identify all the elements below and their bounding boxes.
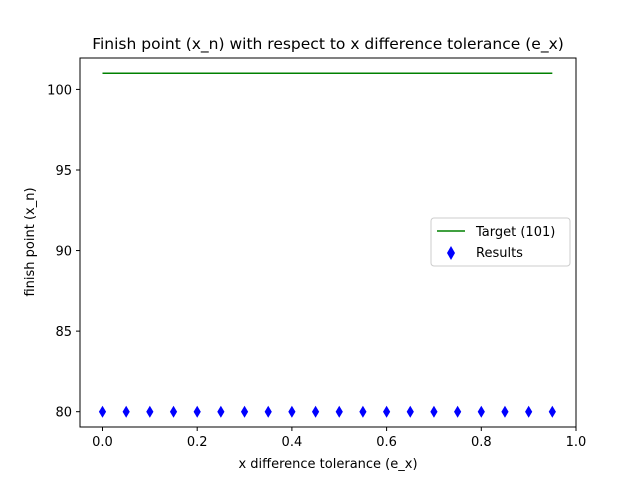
x-tick-label: 1.0 [566,435,587,450]
legend-label-results: Results [476,246,523,261]
result-point [98,405,107,418]
x-axis-label: x difference tolerance (e_x) [238,457,417,472]
x-tick-label: 0.8 [471,435,492,450]
result-point [525,405,533,418]
axes-border [79,57,577,428]
result-point [359,405,367,418]
x-tick-label: 0.6 [376,435,397,450]
result-point [288,405,296,418]
result-point [501,405,509,418]
result-point [146,405,154,418]
y-axis-label: finish point (x_n) [23,187,38,296]
y-tick-label: 90 [55,245,72,260]
chart-title: Finish point (x_n) with respect to x dif… [92,35,564,54]
x-tick-label: 0.0 [92,435,113,450]
y-tick-label: 85 [55,325,72,340]
result-point [406,405,414,418]
result-point [477,405,485,418]
x-axis: 0.0 0.2 0.4 0.6 0.8 1.0 [92,427,586,450]
result-point [382,405,391,418]
result-point [122,405,130,418]
y-tick-label: 95 [55,164,72,179]
result-point [193,405,201,418]
y-tick-label: 100 [47,83,72,98]
result-point [264,405,272,418]
x-tick-label: 0.2 [187,435,208,450]
result-point [548,405,556,418]
y-tick-label: 80 [55,406,72,421]
result-point [454,405,462,418]
result-point [217,405,225,418]
result-point [311,405,320,418]
legend-box [430,217,571,267]
result-point [430,405,438,418]
result-point [335,405,343,418]
legend-label-target: Target (101) [475,225,555,240]
axes-frame [79,57,577,428]
result-point [240,405,249,418]
result-point [169,405,178,418]
legend-marker-swatch [447,246,455,260]
legend: Target (101) Results [430,217,571,267]
y-axis: 80 85 90 95 100 [47,83,80,421]
x-tick-label: 0.4 [282,435,303,450]
series-layer [98,72,556,418]
